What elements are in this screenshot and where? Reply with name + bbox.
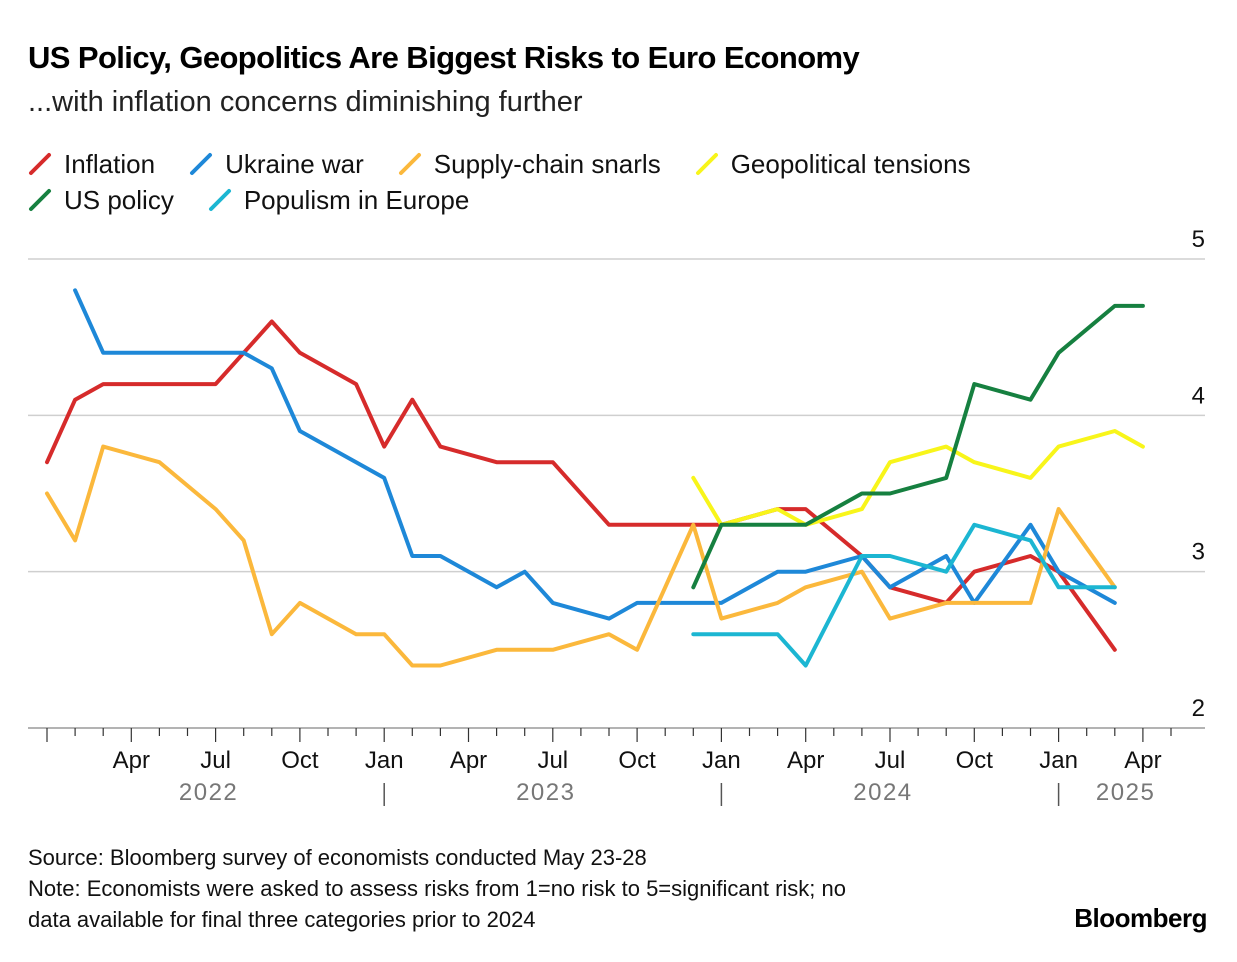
- x-tick-label: Oct: [956, 747, 994, 774]
- x-tick-label: Apr: [113, 747, 150, 774]
- legend-item-ukraine-war: Ukraine war: [189, 149, 364, 180]
- legend-swatch-us-policy: [29, 189, 51, 211]
- y-tick-label-2: 2: [1192, 695, 1205, 722]
- legend-item-supply-chain: Supply-chain snarls: [398, 149, 661, 180]
- legend-swatch-supply-chain: [398, 153, 421, 175]
- legend-label-ukraine-war: Ukraine war: [225, 148, 364, 179]
- y-tick-label-5: 5: [1192, 226, 1205, 253]
- x-tick-label: Apr: [1124, 747, 1161, 774]
- legend-row-1: Inflation Ukraine war Supply-chain snarl…: [28, 146, 1178, 182]
- bloomberg-logo: Bloomberg: [1074, 903, 1207, 933]
- legend-item-inflation: Inflation: [28, 149, 155, 180]
- series-line-inflation: [45, 319, 1117, 652]
- series-line-us-policy: [691, 303, 1145, 590]
- x-tick-label: Oct: [618, 747, 656, 774]
- legend-item-populism: Populism in Europe: [208, 185, 469, 216]
- x-tick-label: Apr: [450, 747, 487, 774]
- year-label-2025: 2025: [1096, 779, 1155, 806]
- y-tick-label-3: 3: [1192, 539, 1205, 566]
- year-label-2024: 2024: [853, 779, 912, 806]
- x-tick-label: Oct: [281, 747, 319, 774]
- legend-item-geopolitical: Geopolitical tensions: [695, 149, 971, 180]
- x-tick-label: Jan: [702, 747, 741, 774]
- legend-label-us-policy: US policy: [64, 184, 174, 215]
- source-note: Source: Bloomberg survey of economists c…: [28, 845, 647, 870]
- chart-subtitle: ...with inflation concerns diminishing f…: [28, 86, 583, 118]
- chart-title: US Policy, Geopolitics Are Biggest Risks…: [28, 40, 860, 75]
- methodology-note-line-2: data available for final three categorie…: [28, 907, 536, 932]
- x-tick-label: Apr: [787, 747, 824, 774]
- x-tick-label: Jul: [875, 747, 906, 774]
- legend-item-us-policy: US policy: [28, 185, 174, 216]
- series-line-geopolitical-tensions: [691, 429, 1145, 527]
- legend-label-populism: Populism in Europe: [243, 184, 470, 215]
- legend-swatch-populism: [208, 189, 231, 211]
- series-line-supply-chain-snarls: [45, 444, 1117, 668]
- x-tick-label: Jul: [200, 747, 231, 774]
- legend-row-2: US policy Populism in Europe: [28, 182, 1178, 218]
- legend-label-supply-chain: Supply-chain snarls: [433, 148, 661, 179]
- legend-swatch-ukraine-war: [190, 153, 213, 175]
- y-tick-label-4: 4: [1192, 382, 1205, 409]
- x-tick-label: Jul: [537, 747, 568, 774]
- footer: Source: Bloomberg survey of economists c…: [28, 842, 846, 935]
- legend-swatch-geopolitical: [695, 153, 718, 175]
- legend: Inflation Ukraine war Supply-chain snarl…: [28, 146, 1178, 218]
- series-line-populism-in-europe: [691, 522, 1117, 668]
- methodology-note-line-1: Note: Economists were asked to assess ri…: [28, 876, 846, 901]
- legend-label-geopolitical: Geopolitical tensions: [730, 148, 971, 179]
- x-tick-label: Jan: [365, 747, 404, 774]
- x-tick-label: Jan: [1039, 747, 1078, 774]
- legend-swatch-inflation: [29, 153, 51, 175]
- line-chart: 2 3 4 5 Apr Jul Oct Jan Apr Jul Oct Jan Apr Jul Oct Jan…: [28, 226, 1205, 806]
- year-label-2023: 2023: [516, 779, 575, 806]
- year-label-2022: 2022: [179, 779, 238, 806]
- legend-label-inflation: Inflation: [64, 148, 156, 179]
